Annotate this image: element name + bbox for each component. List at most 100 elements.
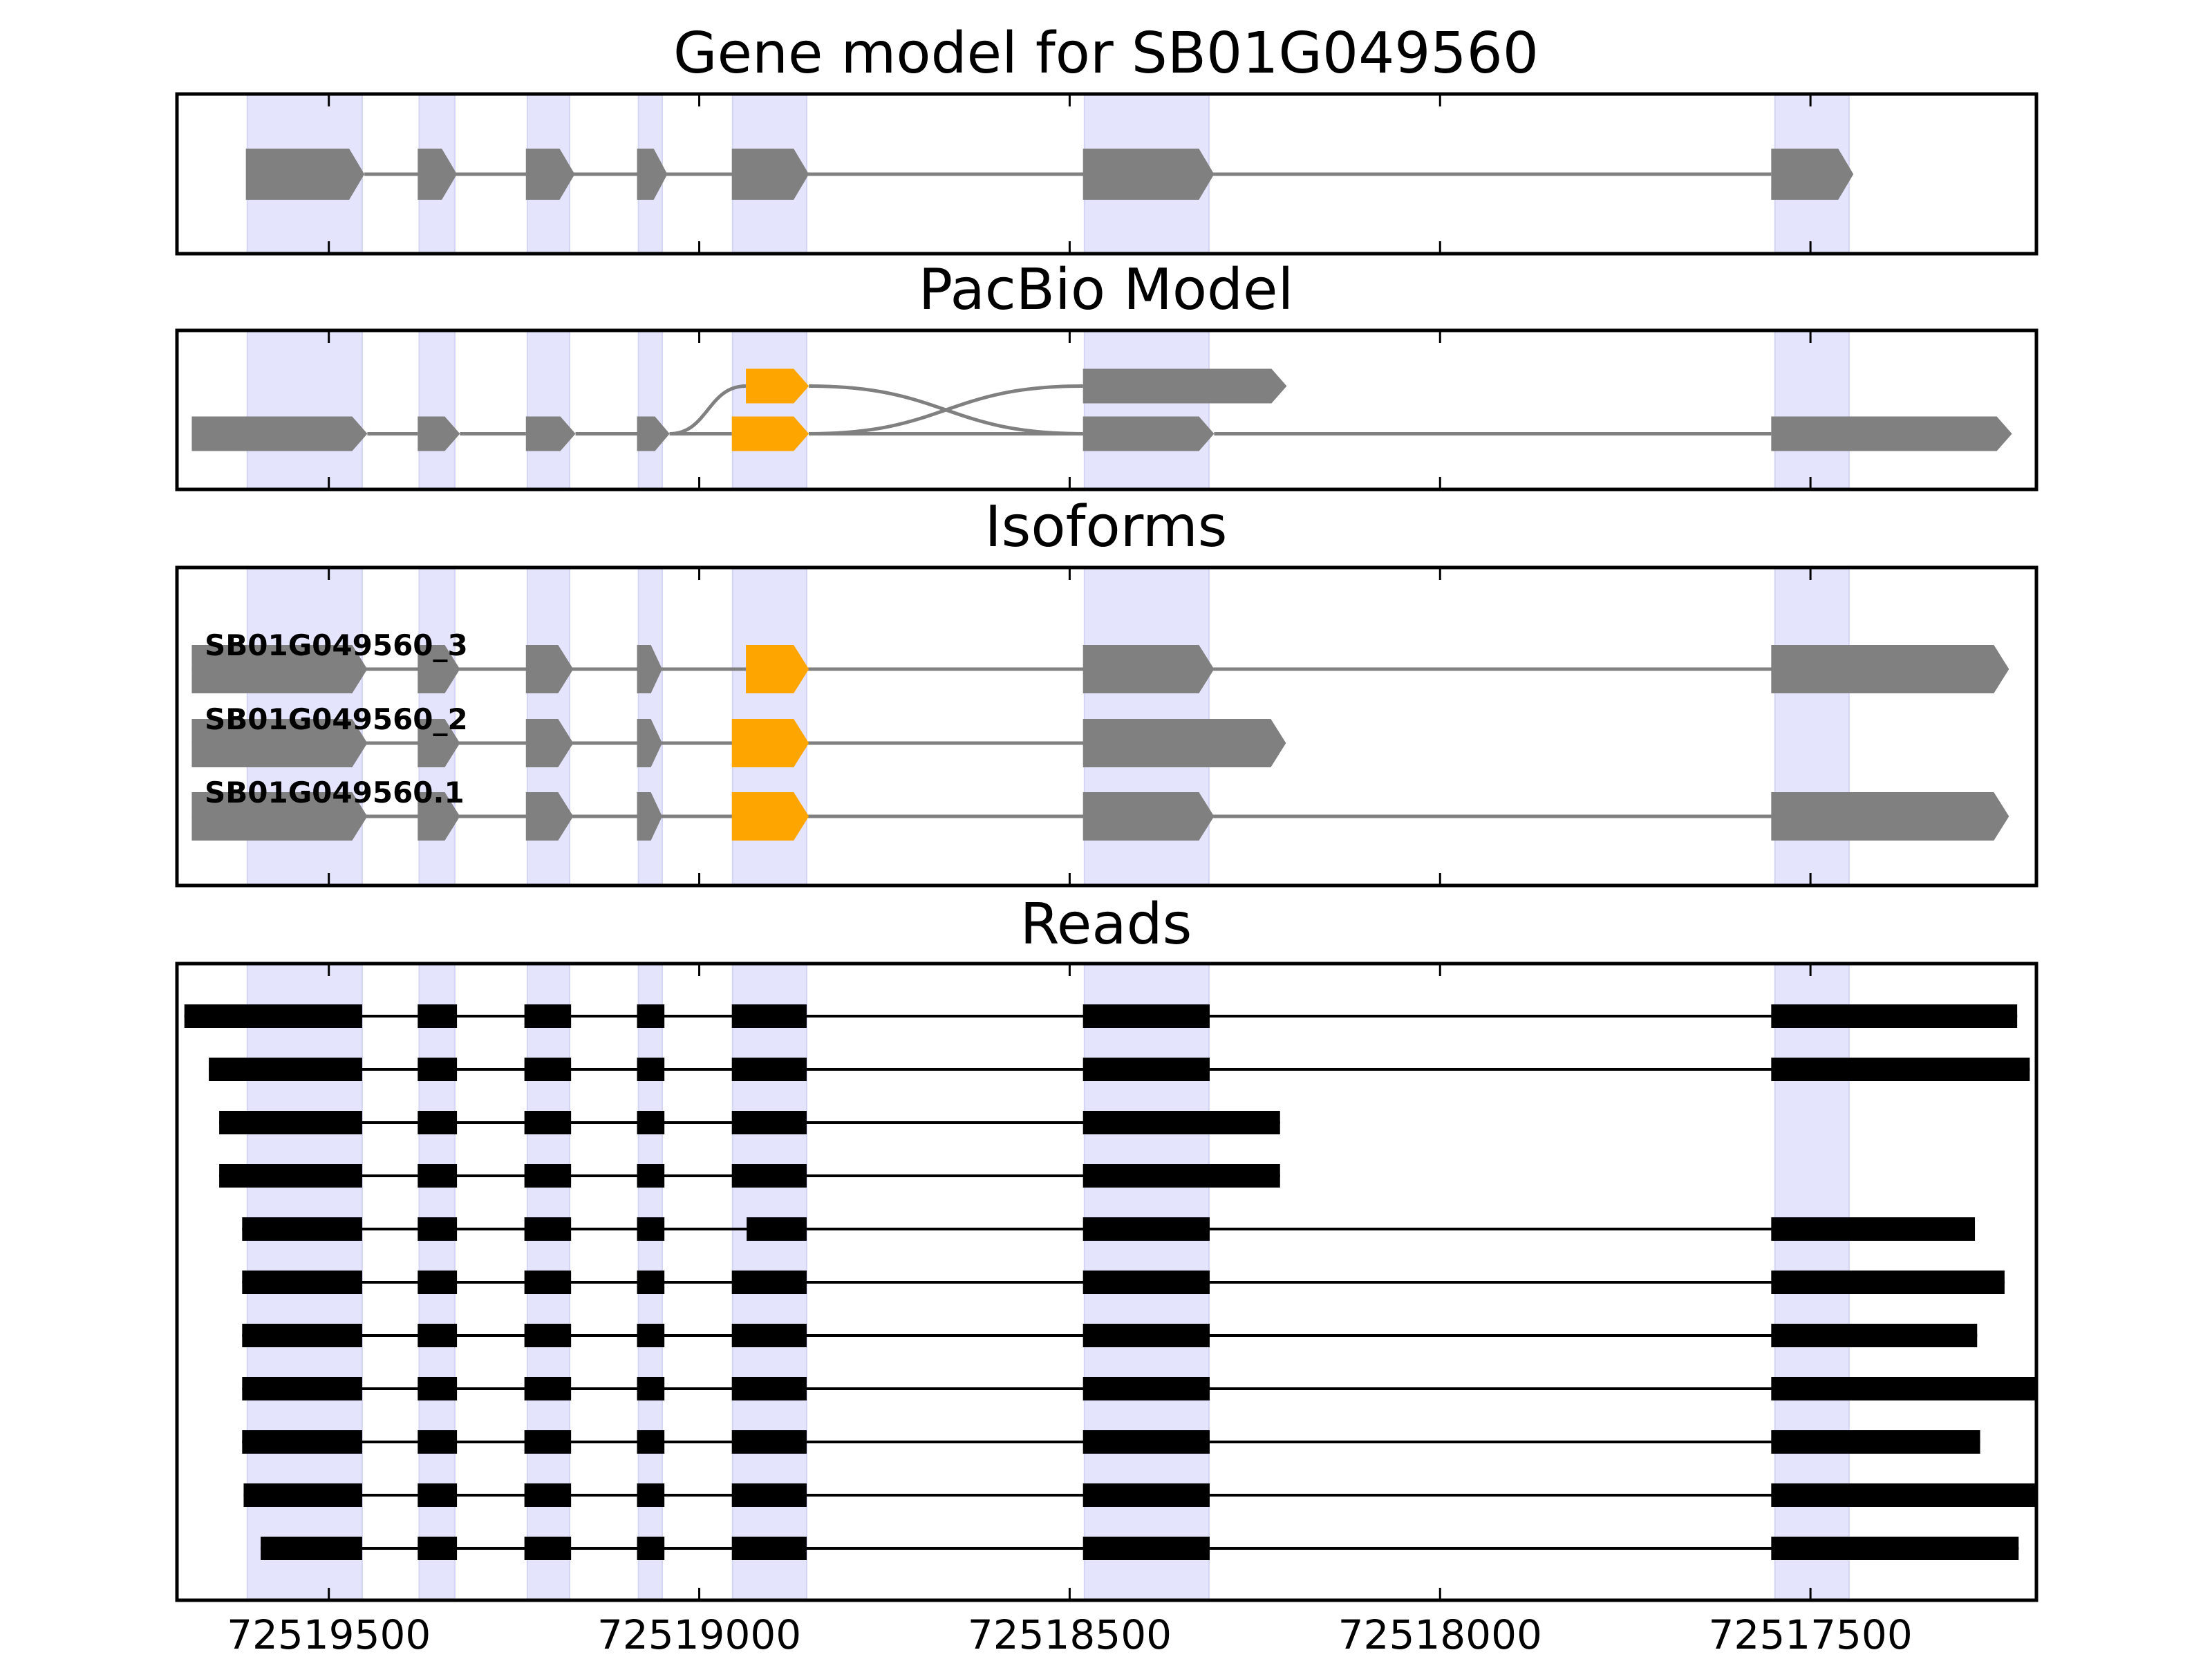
read-block — [1771, 1271, 2005, 1294]
read-block — [524, 1217, 572, 1241]
read-block — [731, 1483, 807, 1507]
read-block — [184, 1004, 362, 1028]
read-block — [418, 1537, 458, 1560]
read-block — [637, 1537, 665, 1560]
x-tick-label: 72519500 — [227, 1611, 431, 1658]
x-tick-label: 72517500 — [1709, 1611, 1913, 1658]
isoform-exon — [637, 645, 662, 693]
panel-frame — [175, 565, 2038, 888]
read-block — [1771, 1324, 1978, 1347]
read-block — [1082, 1377, 1210, 1400]
splice-link — [809, 384, 1083, 435]
read-block — [1771, 1058, 2030, 1081]
panel-frame — [175, 328, 2038, 491]
isoform-exon — [525, 645, 574, 693]
read-block — [747, 1217, 807, 1241]
read-block — [731, 1111, 807, 1134]
read-block — [219, 1111, 362, 1134]
exon-highlight-band — [1774, 330, 1850, 490]
read-block — [219, 1164, 362, 1188]
pacbio-exon — [191, 416, 368, 451]
exon-highlight-band — [731, 330, 807, 490]
read-block — [1082, 1111, 1280, 1134]
read-block — [1082, 1004, 1210, 1028]
isoform-exon — [525, 792, 574, 841]
read-block — [524, 1377, 572, 1400]
isoform-exon — [191, 719, 368, 767]
gene-exon — [245, 149, 365, 200]
pacbio-exon — [1082, 368, 1287, 404]
read-block — [242, 1217, 362, 1241]
pacbio-exon — [746, 368, 809, 404]
read-block — [524, 1430, 572, 1454]
isoform-exon — [191, 792, 368, 841]
gene-exon — [637, 149, 668, 200]
read-block — [637, 1377, 665, 1400]
read-block — [1082, 1324, 1210, 1347]
read-block — [418, 1377, 458, 1400]
splice-link — [669, 384, 747, 435]
isoform-exon — [525, 719, 574, 767]
read-block — [1082, 1271, 1210, 1294]
isoform-exon — [637, 792, 662, 841]
read-block — [418, 1217, 458, 1241]
read-block — [524, 1537, 572, 1560]
read-block — [209, 1058, 362, 1081]
read-block — [418, 1430, 458, 1454]
read-block — [637, 1430, 665, 1454]
read-block — [418, 1004, 458, 1028]
read-block — [637, 1111, 665, 1134]
x-tick-label: 72519000 — [597, 1611, 801, 1658]
isoform-exon — [731, 792, 809, 841]
isoform-label: SB01G049560_2 — [205, 702, 468, 736]
read-block — [242, 1324, 362, 1347]
read-block — [524, 1164, 572, 1188]
exon-highlight-band — [246, 330, 363, 490]
panel-frame — [175, 962, 2038, 1602]
read-block — [524, 1058, 572, 1081]
read-block — [637, 1324, 665, 1347]
isoform-exon — [637, 719, 662, 767]
gene-model-panel — [175, 92, 2038, 256]
isoform-exon — [418, 719, 460, 767]
gene-exon — [731, 149, 809, 200]
read-block — [1082, 1483, 1210, 1507]
gene-exon — [1771, 149, 1854, 200]
isoforms-title: Isoforms — [985, 494, 1228, 560]
isoform-exon — [746, 645, 809, 693]
pacbio-model-panel — [175, 328, 2038, 491]
read-block — [524, 1111, 572, 1134]
isoform-exon — [731, 719, 809, 767]
exon-highlight-band — [418, 330, 456, 490]
gene-exon — [525, 149, 575, 200]
pacbio-exon — [637, 416, 670, 451]
pacbio-exon — [1771, 416, 2012, 451]
panel-frame — [175, 92, 2038, 256]
read-block — [418, 1271, 458, 1294]
isoform-label: SB01G049560.1 — [205, 776, 465, 809]
read-block — [731, 1430, 807, 1454]
read-block — [731, 1324, 807, 1347]
read-block — [243, 1483, 362, 1507]
x-tick-label: 72518500 — [968, 1611, 1172, 1658]
read-block — [1082, 1164, 1280, 1188]
x-tick-label: 72518000 — [1338, 1611, 1542, 1658]
pacbio-exon — [418, 416, 460, 451]
isoform-label: SB01G049560_3 — [205, 628, 468, 662]
read-block — [418, 1164, 458, 1188]
read-block — [418, 1058, 458, 1081]
gene-model-title: Gene model for SB01G049560 — [673, 21, 1539, 86]
read-block — [524, 1324, 572, 1347]
gene-exon — [418, 149, 458, 200]
read-block — [731, 1537, 807, 1560]
read-block — [261, 1537, 362, 1560]
read-block — [1082, 1058, 1210, 1081]
pacbio-exon — [1082, 416, 1215, 451]
isoform-exon — [191, 645, 368, 693]
read-block — [1082, 1430, 1210, 1454]
read-block — [524, 1483, 572, 1507]
read-block — [637, 1217, 665, 1241]
isoform-exon — [1771, 645, 2009, 693]
exon-highlight-band — [526, 330, 571, 490]
